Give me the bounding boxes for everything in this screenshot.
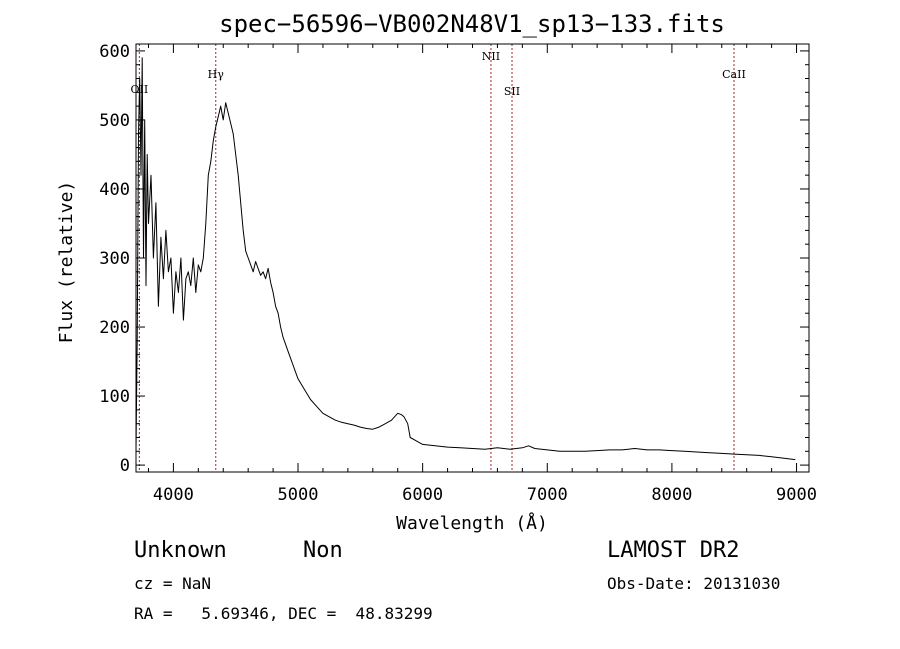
line-marker-label: CaII	[722, 68, 746, 81]
survey-label: LAMOST DR2	[607, 538, 740, 563]
y-tick-label: 200	[99, 318, 130, 338]
x-tick-label: 8000	[651, 485, 692, 505]
axis-ticks: 4000 5000 6000 7000 8000 9000 0 100 200 300 400 500…	[99, 42, 817, 505]
y-tick-label: 400	[99, 180, 130, 200]
y-tick-label: 0	[120, 456, 130, 476]
line-marker-label: SII	[504, 85, 520, 98]
x-tick-label: 9000	[776, 485, 817, 505]
x-tick-label: 6000	[402, 485, 443, 505]
plot-frame	[135, 43, 810, 473]
spectrum-line	[135, 57, 796, 461]
object-class: Unknown	[134, 538, 227, 563]
object-subclass: Non	[303, 538, 343, 563]
y-tick-label: 600	[99, 42, 130, 62]
y-tick-label: 100	[99, 387, 130, 407]
y-tick-label: 300	[99, 249, 130, 269]
coords-label: RA = 5.69346, DEC = 48.83299	[134, 604, 433, 623]
plot-area	[135, 57, 796, 461]
chart-title: spec−56596−VB002N48V1_sp13−133.fits	[219, 10, 725, 38]
y-tick-label: 500	[99, 111, 130, 131]
line-marker-label: Hγ	[208, 68, 225, 81]
x-axis-label: Wavelength (Å)	[396, 512, 548, 534]
obs-date-label: Obs-Date: 20131030	[607, 574, 781, 593]
x-tick-label: 7000	[527, 485, 568, 505]
redshift-label: cz = NaN	[134, 574, 212, 593]
y-axis-label: Flux (relative)	[56, 181, 77, 344]
x-tick-label: 4000	[153, 485, 194, 505]
x-tick-label: 5000	[278, 485, 319, 505]
line-marker-label: NII	[482, 50, 500, 63]
